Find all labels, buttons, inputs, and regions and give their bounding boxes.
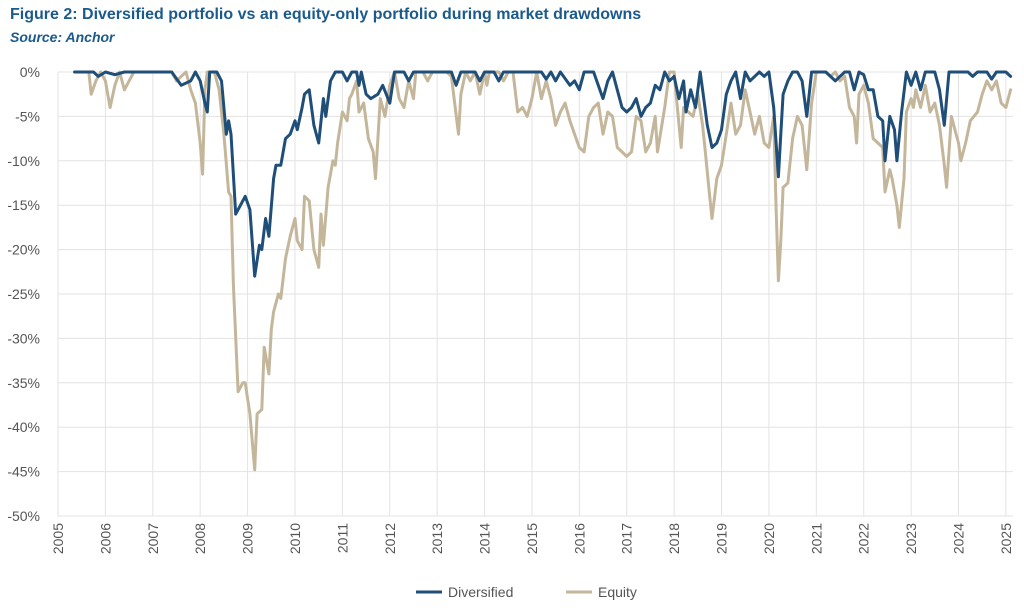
x-tick-label: 2016 — [571, 523, 587, 554]
y-tick-label: -30% — [7, 330, 40, 346]
y-tick-label: -15% — [7, 197, 40, 213]
x-tick-label: 2014 — [477, 523, 493, 554]
y-axis: 0% -5% -10% -15% -20% -25% -30% -35% -40% -45% -50… — [7, 64, 40, 524]
legend-label-equity: Equity — [598, 584, 637, 600]
x-tick-label: 2015 — [524, 523, 540, 554]
x-tick-label: 2021 — [808, 523, 824, 554]
x-tick-label: 2007 — [145, 523, 161, 554]
x-tick-label: 2023 — [903, 523, 919, 554]
series-line-equity — [73, 70, 1013, 472]
x-tick-label: 2024 — [950, 523, 966, 554]
y-tick-label: -25% — [7, 286, 40, 302]
y-tick-label: -5% — [15, 108, 40, 124]
y-tick-label: 0% — [20, 64, 40, 80]
x-tick-label: 2019 — [714, 523, 730, 554]
series-line-diversified — [73, 70, 1013, 278]
x-tick-label: 2017 — [619, 523, 635, 554]
x-tick-label: 2006 — [97, 523, 113, 554]
legend-label-diversified: Diversified — [448, 584, 513, 600]
y-tick-label: -35% — [7, 375, 40, 391]
x-tick-label: 2010 — [287, 523, 303, 554]
chart-title: Figure 2: Diversified portfolio vs an eq… — [10, 6, 642, 23]
x-tick-label: 2018 — [666, 523, 682, 554]
y-tick-label: -10% — [7, 153, 40, 169]
x-tick-label: 2012 — [382, 523, 398, 554]
y-tick-label: -20% — [7, 242, 40, 258]
y-tick-label: -45% — [7, 464, 40, 480]
x-tick-label: 2025 — [998, 523, 1014, 554]
x-tick-label: 2013 — [429, 523, 445, 554]
x-tick-label: 2005 — [50, 523, 66, 554]
x-tick-label: 2009 — [240, 523, 256, 554]
y-tick-label: -40% — [7, 419, 40, 435]
x-tick-label: 2022 — [856, 523, 872, 554]
x-tick-label: 2008 — [192, 523, 208, 554]
x-axis: 2005 2006 2007 2008 2009 2010 2011 2012 2013 2014… — [50, 523, 1014, 554]
legend: Diversified Equity — [416, 584, 637, 600]
grid — [57, 71, 1013, 517]
y-tick-label: -50% — [7, 508, 40, 524]
chart-source: Source: Anchor — [10, 29, 115, 45]
x-tick-label: 2020 — [761, 523, 777, 554]
series-lines — [73, 70, 1013, 472]
x-tick-label: 2011 — [334, 523, 350, 553]
